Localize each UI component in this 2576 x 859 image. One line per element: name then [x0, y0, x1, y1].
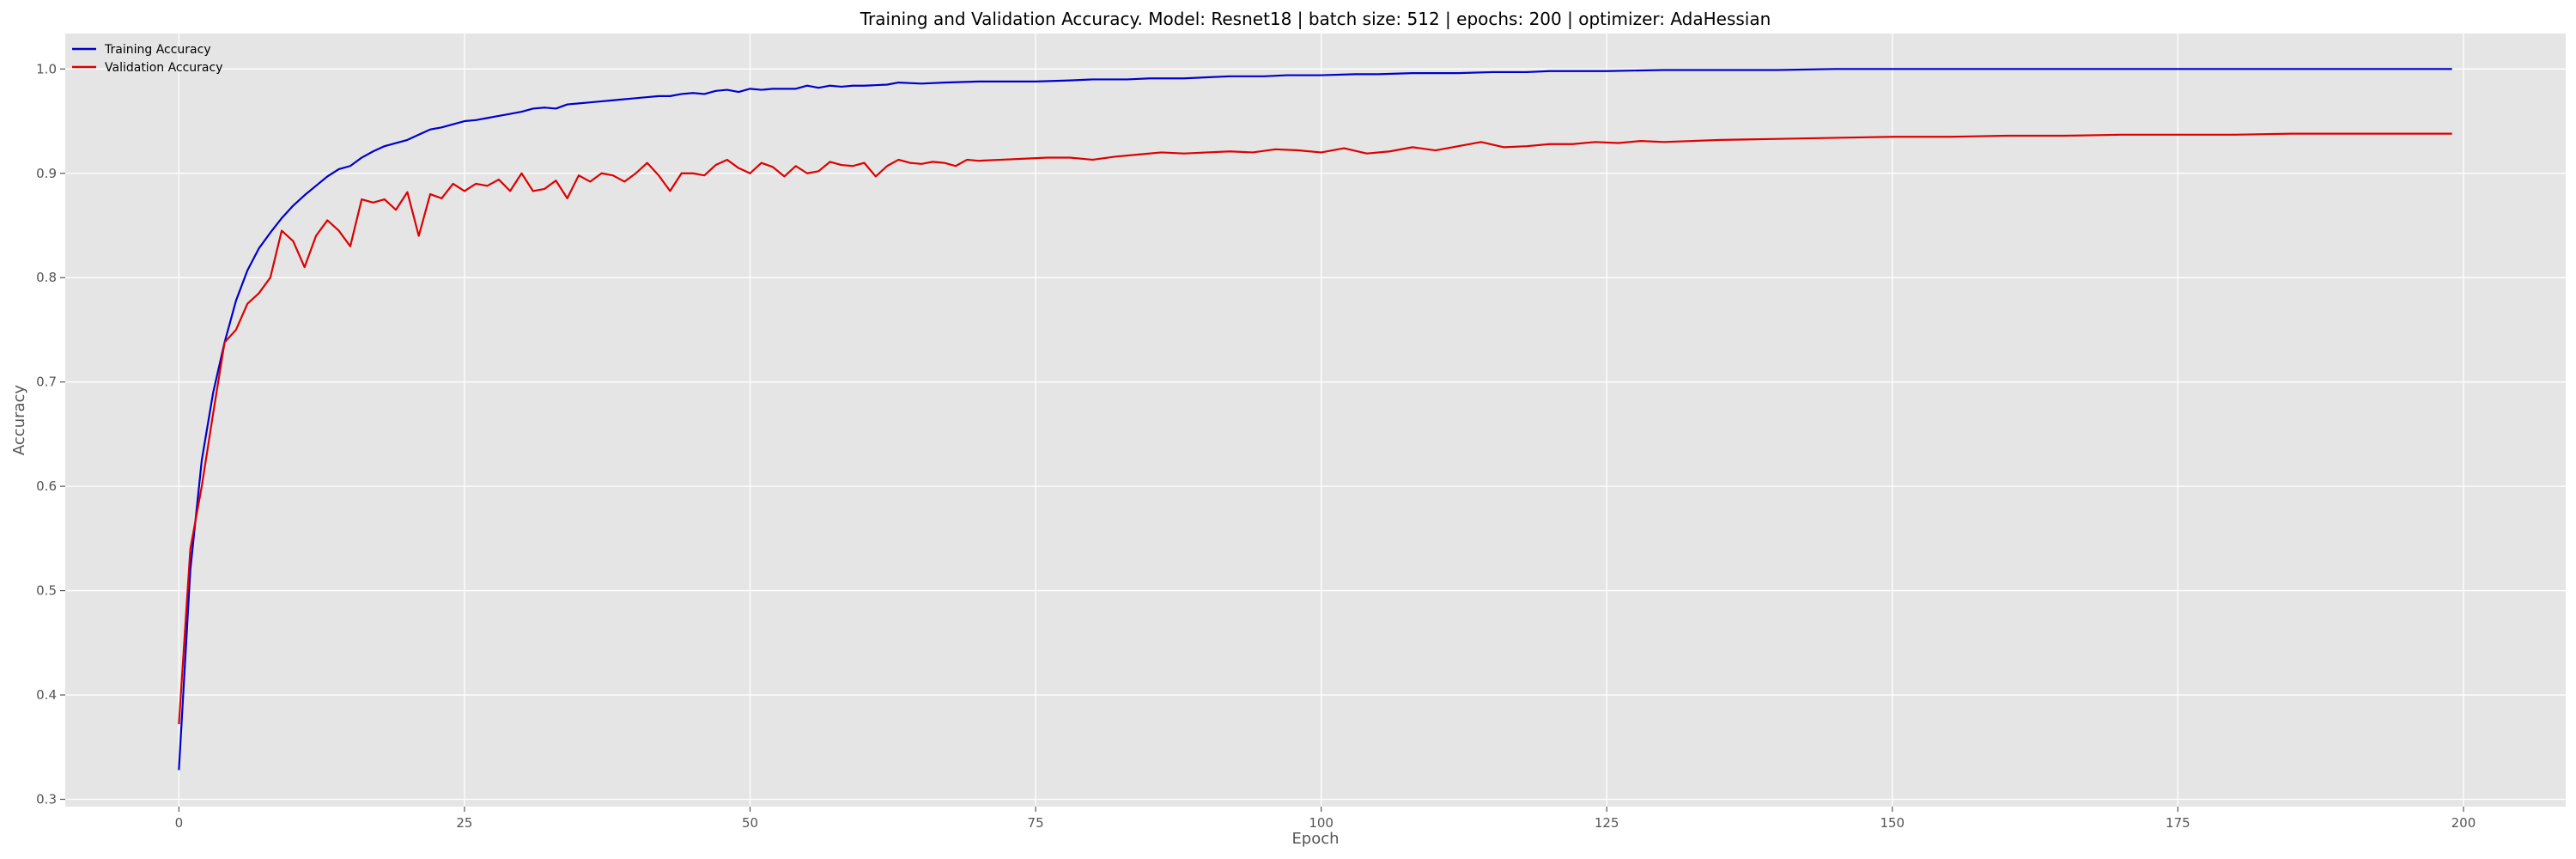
y-tick-label: 0.7 — [36, 375, 57, 390]
legend-label-training: Training Accuracy — [104, 43, 211, 57]
x-tick-label: 0 — [175, 815, 184, 831]
y-tick-label: 0.4 — [36, 687, 57, 703]
x-tick-label: 125 — [1595, 815, 1619, 831]
x-tick-label: 100 — [1309, 815, 1334, 831]
series-lines — [178, 68, 2452, 771]
x-tick-label: 175 — [2166, 815, 2190, 831]
legend-label-validation: Validation Accuracy — [105, 61, 223, 75]
x-axis-label: Epoch — [1291, 830, 1339, 848]
y-axis-label: Accuracy — [10, 385, 28, 456]
x-tick-label: 150 — [1880, 815, 1905, 831]
training-accuracy-line — [178, 68, 2452, 771]
axis-ticks: 0 25 50 75 100 125 150 175 200 0.3 0.4 0.5 0.6 0.7 0.8… — [36, 61, 2476, 831]
validation-accuracy-line — [178, 132, 2452, 725]
legend: Training Accuracy Validation Accuracy — [72, 43, 223, 75]
y-tick-label: 0.5 — [36, 583, 57, 599]
plot-area — [65, 34, 2566, 807]
x-tick-label: 50 — [742, 815, 758, 831]
y-tick-label: 0.6 — [36, 478, 57, 494]
x-tick-label: 25 — [456, 815, 472, 831]
chart-title: Training and Validation Accuracy. Model:… — [860, 9, 1771, 29]
y-tick-label: 0.8 — [36, 270, 57, 285]
x-tick-label: 200 — [2451, 815, 2476, 831]
y-tick-label: 1.0 — [36, 61, 57, 76]
y-tick-label: 0.3 — [36, 791, 57, 807]
grid — [65, 34, 2566, 807]
x-tick-label: 75 — [1028, 815, 1044, 831]
y-tick-label: 0.9 — [36, 166, 57, 181]
